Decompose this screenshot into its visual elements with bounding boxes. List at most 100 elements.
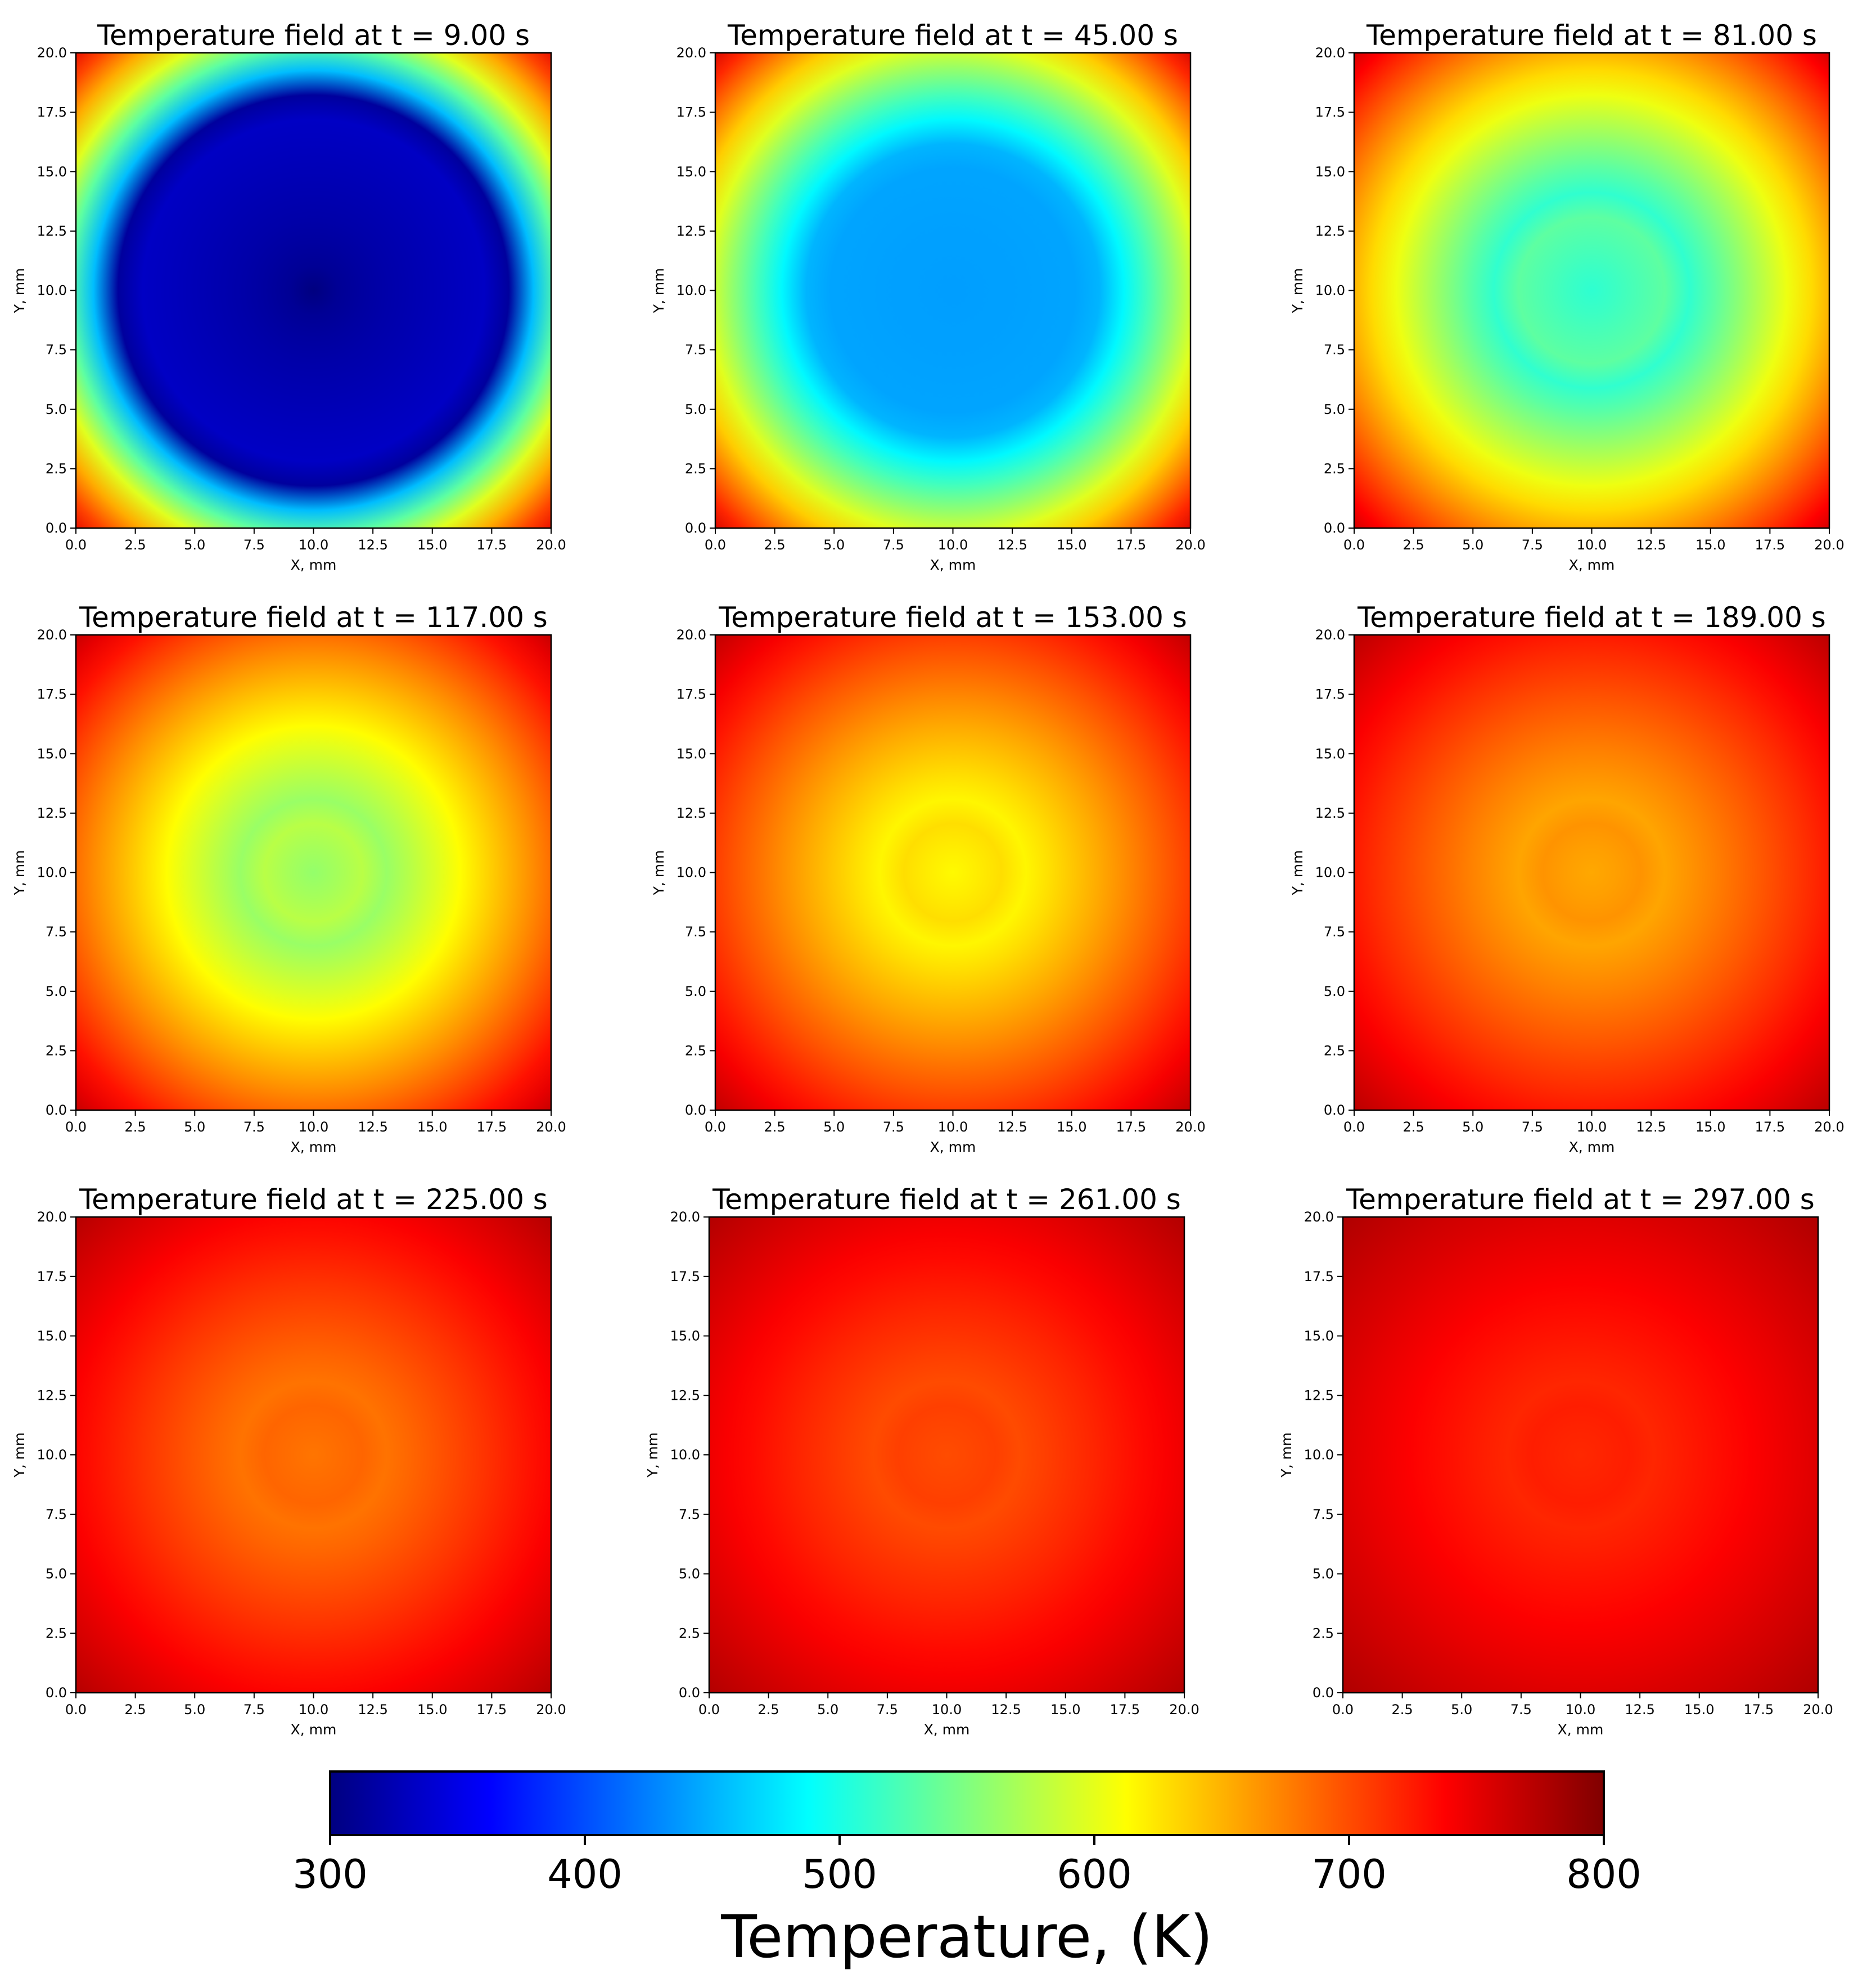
y-tick-label: 17.5 bbox=[37, 1269, 67, 1284]
y-tick-label: 15.0 bbox=[37, 164, 67, 179]
x-tick-label: 2.5 bbox=[1403, 537, 1424, 553]
x-tick-label: 15.0 bbox=[417, 537, 447, 553]
x-axis-label: X, mm bbox=[1569, 557, 1615, 573]
x-tick-label: 12.5 bbox=[991, 1702, 1021, 1717]
y-axis-label: Y, mm bbox=[11, 268, 28, 314]
x-tick-label: 5.0 bbox=[184, 1702, 205, 1717]
x-tick-label: 15.0 bbox=[1057, 1119, 1086, 1135]
y-tick-label: 7.5 bbox=[1324, 342, 1345, 358]
y-tick-label: 5.0 bbox=[1324, 984, 1345, 999]
x-tick-label: 17.5 bbox=[1116, 1119, 1146, 1135]
y-tick-label: 12.5 bbox=[37, 1387, 67, 1403]
panel-title: Temperature field at t = 189.00 s bbox=[1357, 601, 1826, 634]
colorbar-tick-label: 700 bbox=[1311, 1851, 1387, 1897]
x-axis-label: X, mm bbox=[291, 1139, 337, 1155]
y-tick-label: 2.5 bbox=[46, 461, 67, 476]
y-tick-label: 15.0 bbox=[37, 1328, 67, 1344]
x-tick-label: 17.5 bbox=[1116, 537, 1146, 553]
x-tick-label: 20.0 bbox=[1175, 1119, 1205, 1135]
x-tick-label: 10.0 bbox=[1566, 1702, 1595, 1717]
y-tick-label: 17.5 bbox=[677, 687, 706, 702]
x-tick-label: 7.5 bbox=[1522, 537, 1543, 553]
colorbar-label: Temperature, (K) bbox=[720, 1903, 1212, 1971]
x-tick-label: 2.5 bbox=[125, 1702, 146, 1717]
x-tick-label: 20.0 bbox=[1169, 1702, 1199, 1717]
y-tick-label: 15.0 bbox=[1315, 746, 1345, 761]
y-tick-label: 10.0 bbox=[37, 865, 67, 881]
x-tick-label: 12.5 bbox=[1636, 1119, 1666, 1135]
x-tick-label: 12.5 bbox=[358, 537, 387, 553]
x-axis-label: X, mm bbox=[1558, 1721, 1604, 1738]
x-tick-label: 7.5 bbox=[243, 537, 265, 553]
y-tick-label: 10.0 bbox=[677, 283, 706, 299]
panel-title: Temperature field at t = 117.00 s bbox=[79, 601, 548, 634]
y-tick-label: 5.0 bbox=[679, 1566, 700, 1582]
y-tick-label: 0.0 bbox=[685, 520, 706, 536]
y-tick-label: 20.0 bbox=[670, 1209, 700, 1225]
x-tick-label: 15.0 bbox=[1684, 1702, 1714, 1717]
y-tick-label: 10.0 bbox=[37, 1447, 67, 1463]
heatmap-panel-7: Temperature field at t = 225.00 s 0.0 2.5 5… bbox=[11, 1183, 566, 1738]
y-tick-label: 10.0 bbox=[670, 1447, 700, 1463]
x-tick-label: 20.0 bbox=[536, 1119, 566, 1135]
x-tick-label: 20.0 bbox=[1175, 537, 1205, 553]
y-tick-label: 0.0 bbox=[679, 1685, 700, 1701]
x-tick-label: 17.5 bbox=[477, 537, 507, 553]
x-tick-label: 17.5 bbox=[1744, 1702, 1774, 1717]
heatmap-field bbox=[715, 635, 1190, 1110]
colorbar-tick-label: 600 bbox=[1057, 1851, 1132, 1897]
x-tick-label: 17.5 bbox=[1755, 537, 1785, 553]
y-tick-label: 0.0 bbox=[46, 1102, 67, 1118]
x-tick-label: 0.0 bbox=[1332, 1702, 1354, 1717]
y-tick-label: 10.0 bbox=[1315, 865, 1345, 881]
x-tick-label: 5.0 bbox=[184, 1119, 205, 1135]
y-tick-label: 7.5 bbox=[46, 342, 67, 358]
x-axis-label: X, mm bbox=[924, 1721, 970, 1738]
x-tick-label: 2.5 bbox=[1403, 1119, 1424, 1135]
y-axis-label: Y, mm bbox=[1289, 850, 1306, 896]
y-tick-label: 15.0 bbox=[37, 746, 67, 761]
x-tick-label: 5.0 bbox=[1462, 537, 1483, 553]
y-axis-label: Y, mm bbox=[651, 850, 667, 896]
y-tick-label: 10.0 bbox=[37, 283, 67, 299]
x-tick-label: 12.5 bbox=[1636, 537, 1666, 553]
x-tick-label: 5.0 bbox=[1462, 1119, 1483, 1135]
y-tick-label: 17.5 bbox=[37, 687, 67, 702]
y-tick-label: 2.5 bbox=[685, 461, 706, 476]
x-tick-label: 0.0 bbox=[65, 537, 87, 553]
x-tick-label: 12.5 bbox=[358, 1702, 387, 1717]
y-tick-label: 7.5 bbox=[685, 924, 706, 940]
x-tick-label: 2.5 bbox=[764, 1119, 786, 1135]
x-tick-label: 15.0 bbox=[1695, 537, 1725, 553]
y-tick-label: 12.5 bbox=[1304, 1387, 1334, 1403]
x-axis-label: X, mm bbox=[930, 1139, 976, 1155]
x-tick-label: 10.0 bbox=[1577, 1119, 1607, 1135]
y-tick-label: 12.5 bbox=[1315, 223, 1345, 239]
y-tick-label: 0.0 bbox=[46, 520, 67, 536]
y-tick-label: 20.0 bbox=[677, 45, 706, 61]
y-tick-label: 2.5 bbox=[46, 1625, 67, 1641]
panel-title: Temperature field at t = 45.00 s bbox=[727, 19, 1178, 52]
y-tick-label: 0.0 bbox=[1324, 1102, 1345, 1118]
heatmap-panel-4: Temperature field at t = 117.00 s 0.0 2.5 5… bbox=[11, 601, 566, 1155]
y-tick-label: 12.5 bbox=[1315, 805, 1345, 821]
x-axis-label: X, mm bbox=[930, 557, 976, 573]
x-tick-label: 0.0 bbox=[65, 1119, 87, 1135]
x-tick-label: 7.5 bbox=[243, 1119, 265, 1135]
x-tick-label: 17.5 bbox=[477, 1119, 507, 1135]
heatmap-field bbox=[715, 53, 1190, 528]
y-tick-label: 0.0 bbox=[685, 1102, 706, 1118]
y-tick-label: 5.0 bbox=[46, 984, 67, 999]
y-tick-label: 17.5 bbox=[1315, 105, 1345, 120]
x-tick-label: 17.5 bbox=[1110, 1702, 1140, 1717]
y-tick-label: 2.5 bbox=[1324, 1043, 1345, 1058]
panel-title: Temperature field at t = 9.00 s bbox=[97, 19, 530, 52]
y-tick-label: 15.0 bbox=[1315, 164, 1345, 179]
x-tick-label: 0.0 bbox=[698, 1702, 720, 1717]
heatmap-panel-6: Temperature field at t = 189.00 s 0.0 2.5 5… bbox=[1289, 601, 1845, 1155]
y-tick-label: 17.5 bbox=[677, 105, 706, 120]
heatmap-field bbox=[709, 1217, 1184, 1693]
y-tick-label: 5.0 bbox=[1324, 402, 1345, 417]
x-tick-label: 7.5 bbox=[243, 1702, 265, 1717]
x-tick-label: 17.5 bbox=[477, 1702, 507, 1717]
